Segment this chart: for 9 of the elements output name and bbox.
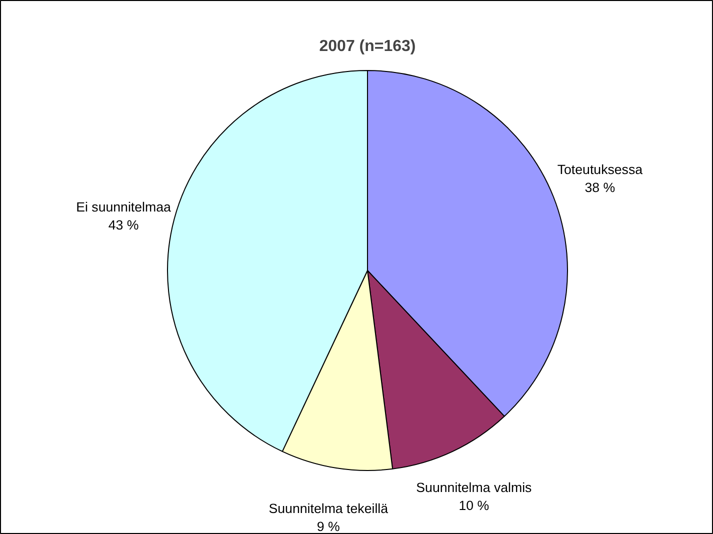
slice-label: Suunnitelma tekeillä — [268, 500, 389, 516]
data-label: 38 % — [584, 180, 616, 195]
chart-title: 2007 (n=163) — [319, 38, 416, 55]
data-label: 10 % — [458, 498, 490, 514]
data-label: 9 % — [316, 518, 340, 534]
slice-label: Suunnitelma valmis — [416, 480, 532, 496]
slice-label: Ei suunnitelmaa — [76, 199, 172, 214]
slice-label: Toteutuksessa — [557, 162, 644, 177]
data-label: 43 % — [108, 217, 139, 232]
